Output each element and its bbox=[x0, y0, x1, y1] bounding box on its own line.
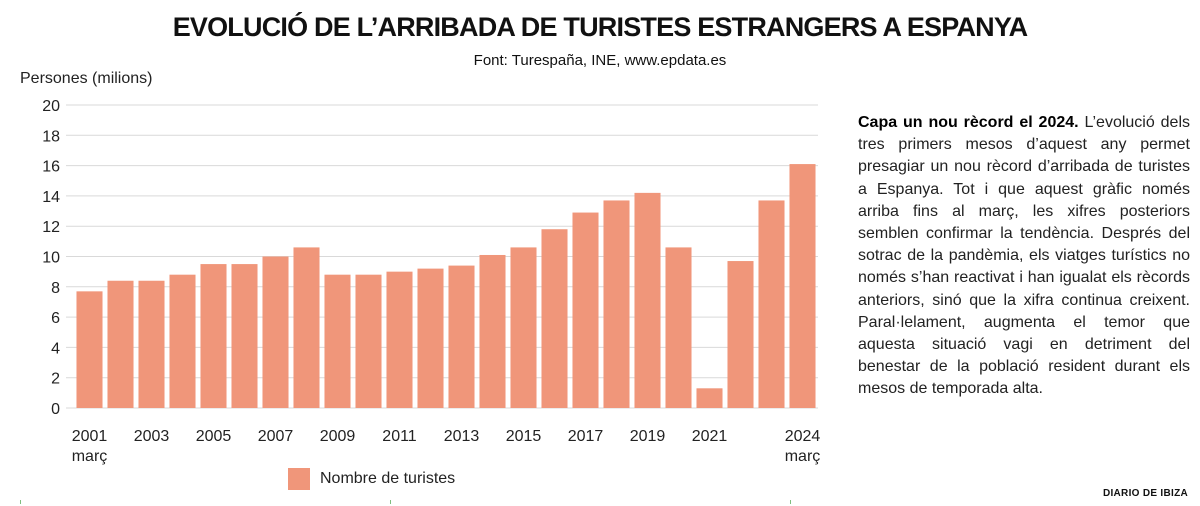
bar-2004 bbox=[169, 274, 196, 408]
x-tick-label-2005: 2005 bbox=[196, 428, 232, 445]
side-article: Capa un nou rècord el 2024. L’evolució d… bbox=[858, 112, 1190, 401]
x-tick-label-2013: 2013 bbox=[444, 428, 480, 445]
bar-2014 bbox=[479, 254, 506, 408]
edge-mark bbox=[20, 500, 21, 504]
legend: Nombre de turistes bbox=[288, 468, 455, 490]
chart-source: Font: Turespaña, INE, www.epdata.es bbox=[473, 52, 727, 69]
y-tick-label: 16 bbox=[42, 159, 60, 176]
x-tick-label-2015: 2015 bbox=[506, 428, 542, 445]
bar-2003 bbox=[138, 280, 165, 408]
bar-2006 bbox=[231, 264, 258, 408]
y-axis-label: Persones (milions) bbox=[20, 70, 153, 87]
bars bbox=[76, 164, 816, 408]
y-tick-label: 0 bbox=[51, 401, 60, 418]
x-tick-label-2024: 2024 març bbox=[785, 428, 821, 465]
edge-mark bbox=[390, 500, 391, 504]
bar-2008 bbox=[293, 247, 320, 408]
bar-2015 bbox=[510, 247, 537, 408]
article-lead: Capa un nou rècord el 2024. bbox=[858, 114, 1079, 131]
y-tick-label: 20 bbox=[42, 98, 60, 115]
bar-2009 bbox=[324, 274, 351, 408]
bar-2016 bbox=[541, 229, 568, 408]
x-tick-label-2019: 2019 bbox=[630, 428, 666, 445]
bar-2017 bbox=[572, 212, 599, 408]
y-tick-label: 6 bbox=[51, 310, 60, 327]
x-tick-label-2003: 2003 bbox=[134, 428, 170, 445]
bar-2018 bbox=[603, 200, 630, 408]
legend-label: Nombre de turistes bbox=[320, 470, 456, 487]
bar-2021 bbox=[696, 388, 723, 408]
y-tick-label: 18 bbox=[42, 128, 60, 145]
bar-2010 bbox=[355, 274, 382, 408]
bar-2001 bbox=[76, 291, 103, 408]
x-tick-label-2017: 2017 bbox=[568, 428, 604, 445]
bar-2024 bbox=[789, 164, 816, 408]
x-tick-label-2001: 2001 març bbox=[72, 428, 108, 465]
y-tick-label: 12 bbox=[42, 219, 60, 236]
y-tick-label: 4 bbox=[51, 340, 60, 357]
bar-2013 bbox=[448, 265, 475, 408]
bar-2022 bbox=[727, 261, 754, 408]
bar-2012 bbox=[417, 268, 444, 408]
bar-2005 bbox=[200, 264, 227, 408]
y-tick-label: 2 bbox=[51, 371, 60, 388]
bar-2007 bbox=[262, 256, 289, 408]
edge-mark bbox=[790, 500, 791, 504]
bar-2020 bbox=[665, 247, 692, 408]
x-tick-labels: 2001 març 2003 2005 2007 2009 2011 2013 2015 2017… bbox=[72, 428, 821, 465]
bar-2011 bbox=[386, 271, 413, 408]
y-tick-labels: 0 2 4 6 8 10 12 14 16 18 20 bbox=[42, 98, 60, 418]
x-tick-label-2021: 2021 bbox=[692, 428, 728, 445]
bar-2002 bbox=[107, 280, 134, 408]
y-tick-label: 14 bbox=[42, 189, 60, 206]
chart-title: EVOLUCIÓ DE L’ARRIBADA DE TURISTES ESTRA… bbox=[172, 12, 1028, 42]
y-tick-label: 10 bbox=[42, 250, 60, 267]
y-tick-label: 8 bbox=[51, 280, 60, 297]
publisher-brand: DIARIO DE IBIZA bbox=[1102, 488, 1188, 499]
x-tick-label-2009: 2009 bbox=[320, 428, 356, 445]
bar-2023 bbox=[758, 200, 785, 408]
legend-swatch bbox=[288, 468, 310, 490]
bar-2019 bbox=[634, 192, 661, 408]
article-body: L’evolució dels tres primers mesos d’aqu… bbox=[858, 114, 1190, 398]
x-tick-label-2011: 2011 bbox=[382, 428, 417, 445]
x-tick-label-2007: 2007 bbox=[258, 428, 294, 445]
